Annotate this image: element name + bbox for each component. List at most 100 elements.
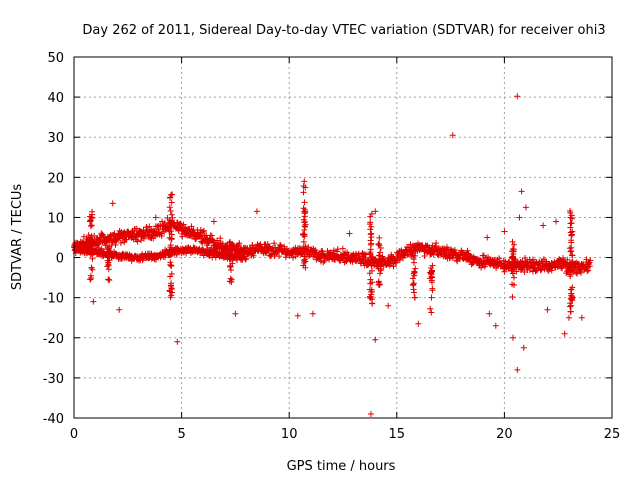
data-point bbox=[179, 233, 186, 240]
data-point bbox=[369, 279, 376, 286]
data-point bbox=[367, 410, 374, 417]
data-point bbox=[158, 232, 165, 239]
data-point bbox=[300, 205, 307, 212]
data-point bbox=[411, 268, 418, 275]
y-tick-label: 30 bbox=[47, 131, 64, 146]
data-point bbox=[368, 223, 375, 230]
data-point bbox=[372, 336, 379, 343]
data-point bbox=[88, 214, 95, 221]
data-point bbox=[567, 302, 574, 309]
data-point bbox=[578, 269, 585, 276]
data-point bbox=[166, 204, 173, 211]
data-point bbox=[366, 293, 373, 300]
data-point bbox=[334, 246, 341, 253]
data-point bbox=[368, 234, 375, 241]
data-point bbox=[309, 310, 316, 317]
data-point bbox=[89, 211, 96, 218]
data-point bbox=[522, 255, 529, 262]
data-point bbox=[173, 251, 180, 258]
data-point bbox=[568, 292, 575, 299]
data-point bbox=[375, 278, 382, 285]
data-point bbox=[583, 256, 590, 263]
data-point bbox=[428, 248, 435, 255]
data-point bbox=[320, 259, 327, 266]
data-point bbox=[167, 194, 174, 201]
data-point bbox=[168, 191, 175, 198]
data-point bbox=[568, 286, 575, 293]
data-point bbox=[89, 251, 96, 258]
data-point bbox=[168, 199, 175, 206]
data-point bbox=[87, 223, 94, 230]
data-point bbox=[167, 259, 174, 266]
data-point bbox=[112, 242, 119, 249]
data-point bbox=[367, 231, 374, 238]
data-point bbox=[492, 322, 499, 329]
data-point bbox=[509, 293, 516, 300]
data-point bbox=[236, 240, 243, 247]
data-point bbox=[302, 258, 309, 265]
data-point bbox=[105, 276, 112, 283]
y-tick-label: -10 bbox=[43, 292, 64, 307]
data-point bbox=[367, 237, 374, 244]
data-point bbox=[377, 249, 384, 256]
data-point bbox=[146, 223, 153, 230]
data-point bbox=[232, 310, 239, 317]
data-point bbox=[501, 268, 508, 275]
data-point bbox=[275, 253, 282, 260]
data-point bbox=[566, 271, 573, 278]
data-point bbox=[168, 262, 175, 269]
data-point bbox=[567, 224, 574, 231]
data-point bbox=[200, 228, 207, 235]
data-point bbox=[367, 213, 374, 220]
x-tick-label: 10 bbox=[281, 427, 298, 442]
data-point bbox=[250, 252, 257, 259]
data-point bbox=[366, 270, 373, 277]
data-point bbox=[214, 237, 221, 244]
data-point bbox=[227, 238, 234, 245]
data-point bbox=[426, 269, 433, 276]
data-point bbox=[169, 289, 176, 296]
data-point bbox=[428, 309, 435, 316]
data-point bbox=[518, 188, 525, 195]
data-point bbox=[302, 243, 309, 250]
data-point bbox=[377, 270, 384, 277]
data-point bbox=[567, 214, 574, 221]
data-point bbox=[302, 208, 309, 215]
data-point bbox=[411, 242, 418, 249]
data-point bbox=[166, 234, 173, 241]
data-point bbox=[520, 344, 527, 351]
data-point bbox=[568, 237, 575, 244]
data-point bbox=[510, 274, 517, 281]
data-point bbox=[443, 244, 450, 251]
y-tick-label: -20 bbox=[43, 332, 64, 347]
x-tick-label: 5 bbox=[177, 427, 185, 442]
data-point bbox=[228, 278, 235, 285]
data-points bbox=[71, 93, 594, 417]
data-point bbox=[530, 256, 537, 263]
data-point bbox=[521, 268, 528, 275]
data-point bbox=[367, 226, 374, 233]
data-point bbox=[228, 251, 235, 258]
data-point bbox=[510, 334, 517, 341]
data-point bbox=[105, 261, 112, 268]
data-point bbox=[578, 314, 585, 321]
data-point bbox=[548, 267, 555, 274]
data-point bbox=[511, 266, 518, 273]
data-point bbox=[339, 245, 346, 252]
data-point bbox=[368, 254, 375, 261]
data-point bbox=[134, 238, 141, 245]
data-point bbox=[294, 312, 301, 319]
data-point bbox=[301, 253, 308, 260]
data-point bbox=[464, 247, 471, 254]
data-point bbox=[174, 338, 181, 345]
data-point bbox=[409, 275, 416, 282]
data-point bbox=[168, 270, 175, 277]
data-point bbox=[427, 305, 434, 312]
data-point bbox=[169, 191, 176, 198]
data-point bbox=[87, 245, 94, 252]
y-tick-label: -40 bbox=[43, 412, 64, 427]
data-point bbox=[185, 226, 192, 233]
data-point bbox=[301, 233, 308, 240]
data-point bbox=[428, 294, 435, 301]
data-point bbox=[109, 200, 116, 207]
